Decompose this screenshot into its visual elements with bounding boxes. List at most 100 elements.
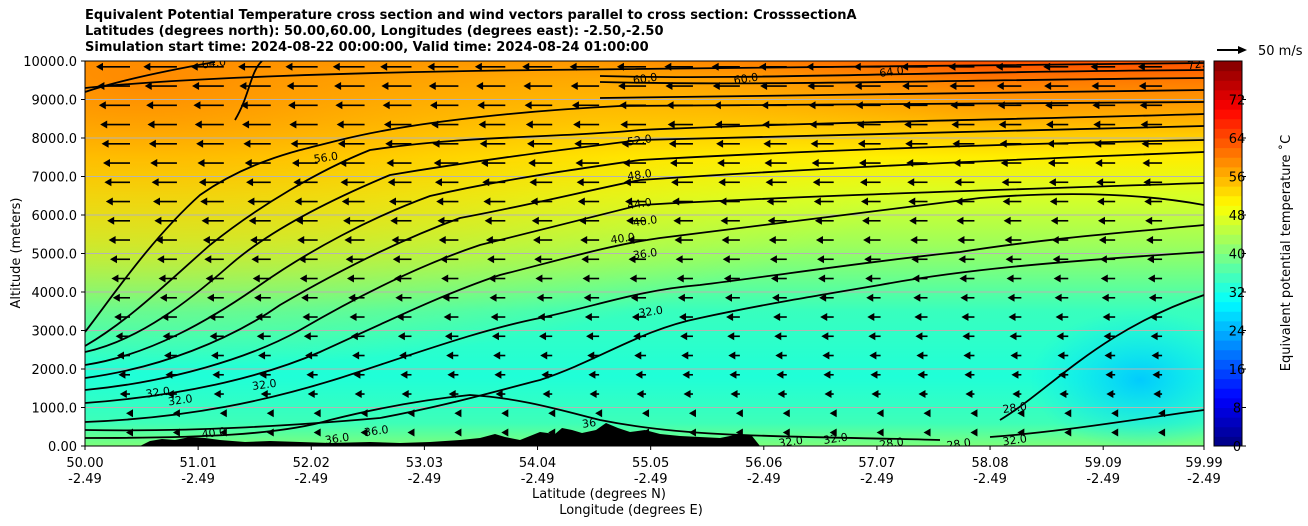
wind-vector-head xyxy=(876,428,884,437)
wind-vector-head xyxy=(766,197,774,206)
contour-label: 32.0 xyxy=(145,384,171,400)
wind-vector-head xyxy=(1102,313,1110,322)
wind-vector-head xyxy=(579,216,587,225)
wind-vector-head xyxy=(119,390,127,399)
wind-vector-head xyxy=(392,255,400,264)
wind-vectors xyxy=(96,62,1166,437)
wind-vector-head xyxy=(818,274,826,283)
y-tick-label: 7000.0 xyxy=(32,171,78,186)
wind-vector-head xyxy=(541,370,549,379)
colorbar-band xyxy=(1214,147,1242,158)
wind-key-label: 50 m/s xyxy=(1258,44,1303,59)
wind-vector-head xyxy=(1017,409,1025,418)
x-tick-label-lon: -2.49 xyxy=(634,472,668,487)
wind-vector-head xyxy=(1010,351,1018,360)
wind-vector-head xyxy=(727,332,735,341)
contour-label: 32.0 xyxy=(1002,432,1028,448)
wind-vector-head xyxy=(711,62,719,71)
wind-vector-head xyxy=(454,428,462,437)
wind-vector-head xyxy=(1004,236,1012,245)
wind-vector-head xyxy=(621,139,629,148)
wind-vector-head xyxy=(823,370,831,379)
contour-line xyxy=(85,224,1204,423)
wind-vector-head xyxy=(524,101,532,110)
colorbar-tick-label: 8 xyxy=(1233,402,1241,417)
wind-vector-head xyxy=(730,390,738,399)
colorbar-band xyxy=(1214,195,1242,206)
wind-vector-head xyxy=(401,390,409,399)
wind-vector-head xyxy=(965,390,973,399)
wind-vector-head xyxy=(761,101,769,110)
wind-vector-head xyxy=(1059,390,1067,399)
wind-vector-head xyxy=(250,236,258,245)
wind-vector-head xyxy=(389,197,397,206)
wind-vector-head xyxy=(491,332,499,341)
wind-vector-head xyxy=(962,332,970,341)
wind-vector-head xyxy=(583,293,591,302)
wind-vector-head xyxy=(829,428,837,437)
wind-vector-head xyxy=(955,197,963,206)
wind-vector-head xyxy=(391,236,399,245)
wind-vector-head xyxy=(117,351,124,360)
wind-vector-head xyxy=(862,216,870,225)
wind-vector-head xyxy=(903,101,911,110)
x-tick-label-lon: -2.49 xyxy=(973,472,1007,487)
wind-vector-head xyxy=(914,313,922,322)
wind-vector-head xyxy=(118,370,126,379)
wind-vector-head xyxy=(1111,428,1119,437)
wind-vector-head xyxy=(306,370,314,379)
wind-vector-head xyxy=(238,62,246,71)
wind-vector-head xyxy=(1044,82,1052,91)
wind-vector-head xyxy=(484,216,492,225)
wind-vector-head xyxy=(1100,274,1108,283)
wind-vector-head xyxy=(542,390,550,399)
wind-vector-head xyxy=(724,293,732,302)
x-tick-label-lat: 59.09 xyxy=(1085,456,1122,471)
wind-vector-head xyxy=(501,428,509,437)
contour-line xyxy=(999,294,1204,421)
wind-vector-head xyxy=(438,236,446,245)
wind-vector-head xyxy=(148,139,156,148)
wind-vector-head xyxy=(866,293,874,302)
colorbar-band xyxy=(1214,186,1242,197)
colorbar: 0 8 16 24 32 40 48 56 64 72 xyxy=(1213,60,1246,455)
wind-vector-head xyxy=(208,313,216,322)
wind-vector-head xyxy=(243,139,251,148)
wind-vector-head xyxy=(386,159,394,168)
wind-vector-head xyxy=(948,62,956,71)
wind-vector-head xyxy=(360,409,368,418)
wind-vector-head xyxy=(387,178,395,187)
wind-vector-head xyxy=(147,120,155,129)
wind-vector-head xyxy=(627,236,635,245)
wind-vector-head xyxy=(1053,274,1061,283)
colorbar-tick-label: 16 xyxy=(1229,363,1246,378)
contour-label: 28.0 xyxy=(946,436,972,452)
contour-label: 56.0 xyxy=(313,150,339,166)
wind-vector-head xyxy=(586,332,594,341)
wind-vector-head xyxy=(150,159,158,168)
colorbar-band xyxy=(1214,436,1242,447)
colorbar-tick-label: 64 xyxy=(1229,132,1246,147)
x-tick-label-lat: 54.04 xyxy=(519,456,556,471)
wind-vector-head xyxy=(1048,178,1056,187)
wind-vector-head xyxy=(960,293,968,302)
x-tick-label-lat: 52.02 xyxy=(293,456,330,471)
wind-vector-head xyxy=(902,82,910,91)
wind-vector-head xyxy=(474,62,482,71)
wind-vector-head xyxy=(901,62,909,71)
wind-vector-head xyxy=(716,139,724,148)
wind-vector-head xyxy=(523,82,531,91)
wind-vector-head xyxy=(951,120,959,129)
wind-vector-head xyxy=(115,332,123,341)
wind-vector-head xyxy=(490,313,498,322)
wind-vector-head xyxy=(918,390,926,399)
wind-vector-head xyxy=(344,236,352,245)
x-tick-label-lon: -2.49 xyxy=(181,472,215,487)
wind-vector-head xyxy=(256,332,264,341)
wind-vector-head xyxy=(814,216,822,225)
wind-vector-head xyxy=(1056,332,1064,341)
wind-vector-head xyxy=(1142,159,1150,168)
wind-key-arrowhead xyxy=(1238,46,1247,54)
wind-vector-head xyxy=(385,139,393,148)
wind-vector-head xyxy=(1150,332,1158,341)
